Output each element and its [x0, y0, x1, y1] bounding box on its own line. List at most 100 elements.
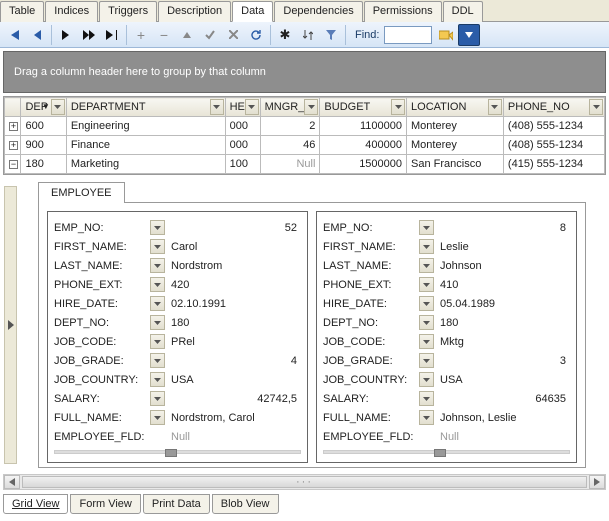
field-value[interactable]: Johnson, Leslie	[440, 412, 570, 424]
field-dropdown-icon[interactable]	[150, 334, 165, 349]
field-dropdown-icon[interactable]	[419, 315, 434, 330]
find-input[interactable]	[384, 26, 432, 44]
new-record-button[interactable]: ✱	[274, 24, 296, 46]
field-value[interactable]: 410	[440, 279, 570, 291]
field-value[interactable]: 180	[440, 317, 570, 329]
col-filter-mngr_n[interactable]	[304, 99, 318, 115]
horizontal-scrollbar[interactable]: ···	[3, 474, 606, 490]
field-value[interactable]: 42742,5	[171, 393, 301, 405]
nav-fwd-button[interactable]	[78, 24, 100, 46]
expand-icon[interactable]: +	[9, 141, 18, 150]
field-dropdown-icon[interactable]	[419, 410, 434, 425]
find-go-button[interactable]	[435, 24, 457, 46]
col-filter-budget[interactable]	[391, 99, 405, 115]
tab-dependencies[interactable]: Dependencies	[274, 1, 362, 22]
nav-next-button[interactable]	[55, 24, 77, 46]
field-value[interactable]: USA	[171, 374, 301, 386]
refresh-button[interactable]	[245, 24, 267, 46]
card-scrollbar[interactable]	[54, 450, 301, 460]
field-dropdown-icon[interactable]	[150, 315, 165, 330]
group-by-bar[interactable]: Drag a column header here to group by th…	[3, 51, 606, 93]
field-dropdown-icon[interactable]	[150, 296, 165, 311]
sort-button[interactable]	[297, 24, 319, 46]
bottom-tab-print-data[interactable]: Print Data	[143, 494, 210, 514]
col-filter-phone_no[interactable]	[589, 99, 603, 115]
field-value[interactable]: 180	[171, 317, 301, 329]
table-row[interactable]: −180Marketing100Null1500000San Francisco…	[5, 155, 605, 174]
tab-ddl[interactable]: DDL	[443, 1, 483, 22]
card-scrollbar[interactable]	[323, 450, 570, 460]
filter-button[interactable]	[320, 24, 342, 46]
field-value[interactable]: Mktg	[440, 336, 570, 348]
field-value[interactable]: Null	[171, 431, 301, 443]
col-header-department[interactable]: DEPARTMENT	[66, 98, 225, 117]
field-dropdown-icon[interactable]	[150, 258, 165, 273]
field-dropdown-icon[interactable]	[150, 277, 165, 292]
expand-icon[interactable]: +	[9, 122, 18, 131]
up-button[interactable]	[176, 24, 198, 46]
detail-tab-employee[interactable]: EMPLOYEE	[38, 182, 125, 203]
detail-collapse-handle[interactable]	[4, 186, 17, 464]
field-value[interactable]: 05.04.1989	[440, 298, 570, 310]
scroll-thumb[interactable]: ···	[22, 476, 587, 488]
field-dropdown-icon[interactable]	[150, 372, 165, 387]
field-dropdown-icon[interactable]	[419, 353, 434, 368]
field-dropdown-icon[interactable]	[419, 239, 434, 254]
col-header-phone_no[interactable]: PHONE_NO	[503, 98, 604, 117]
cancel-button[interactable]	[222, 24, 244, 46]
field-value[interactable]: Nordstrom	[171, 260, 301, 272]
field-dropdown-icon[interactable]	[419, 391, 434, 406]
field-value[interactable]: 52	[171, 222, 301, 234]
field-dropdown-icon[interactable]	[419, 334, 434, 349]
field-value[interactable]: 8	[440, 222, 570, 234]
field-value[interactable]: PRel	[171, 336, 301, 348]
col-filter-dep[interactable]	[51, 99, 65, 115]
field-value[interactable]: USA	[440, 374, 570, 386]
col-header-dep[interactable]: DEP▼	[21, 98, 66, 117]
table-row[interactable]: +600Engineering00021100000Monterey(408) …	[5, 117, 605, 136]
tab-description[interactable]: Description	[158, 1, 231, 22]
tab-table[interactable]: Table	[0, 1, 44, 22]
field-dropdown-icon[interactable]	[150, 410, 165, 425]
tab-permissions[interactable]: Permissions	[364, 1, 442, 22]
field-dropdown-icon[interactable]	[150, 353, 165, 368]
bottom-tab-form-view[interactable]: Form View	[70, 494, 140, 514]
tab-triggers[interactable]: Triggers	[99, 1, 157, 22]
scroll-right-icon[interactable]	[589, 475, 605, 489]
field-dropdown-icon[interactable]	[150, 220, 165, 235]
nav-first-button[interactable]	[3, 24, 25, 46]
nav-last-button[interactable]	[101, 24, 123, 46]
field-dropdown-icon[interactable]	[419, 372, 434, 387]
col-filter-department[interactable]	[210, 99, 224, 115]
col-header-mngr_n[interactable]: MNGR_N	[260, 98, 320, 117]
field-dropdown-icon[interactable]	[419, 220, 434, 235]
nav-prev-button[interactable]	[26, 24, 48, 46]
bottom-tab-grid-view[interactable]: Grid View	[3, 494, 68, 514]
field-value[interactable]: Carol	[171, 241, 301, 253]
field-dropdown-icon[interactable]	[419, 296, 434, 311]
field-dropdown-icon[interactable]	[419, 277, 434, 292]
col-filter-location[interactable]	[488, 99, 502, 115]
field-dropdown-icon[interactable]	[150, 391, 165, 406]
find-options-button[interactable]	[458, 24, 480, 46]
table-row[interactable]: +900Finance00046400000Monterey(408) 555-…	[5, 136, 605, 155]
field-value[interactable]: Null	[440, 431, 570, 443]
field-value[interactable]: 4	[171, 355, 301, 367]
col-header-location[interactable]: LOCATION	[407, 98, 504, 117]
field-value[interactable]: 3	[440, 355, 570, 367]
tab-data[interactable]: Data	[232, 1, 273, 22]
field-value[interactable]: Johnson	[440, 260, 570, 272]
field-value[interactable]: Leslie	[440, 241, 570, 253]
field-value[interactable]: 420	[171, 279, 301, 291]
field-value[interactable]: Nordstrom, Carol	[171, 412, 301, 424]
col-filter-he[interactable]	[245, 99, 259, 115]
field-dropdown-icon[interactable]	[150, 239, 165, 254]
expand-icon[interactable]: −	[9, 160, 18, 169]
confirm-button[interactable]	[199, 24, 221, 46]
remove-button[interactable]: −	[153, 24, 175, 46]
col-header-he[interactable]: HE	[225, 98, 260, 117]
field-value[interactable]: 64635	[440, 393, 570, 405]
bottom-tab-blob-view[interactable]: Blob View	[212, 494, 279, 514]
col-header-expand[interactable]	[5, 98, 21, 117]
add-button[interactable]: +	[130, 24, 152, 46]
